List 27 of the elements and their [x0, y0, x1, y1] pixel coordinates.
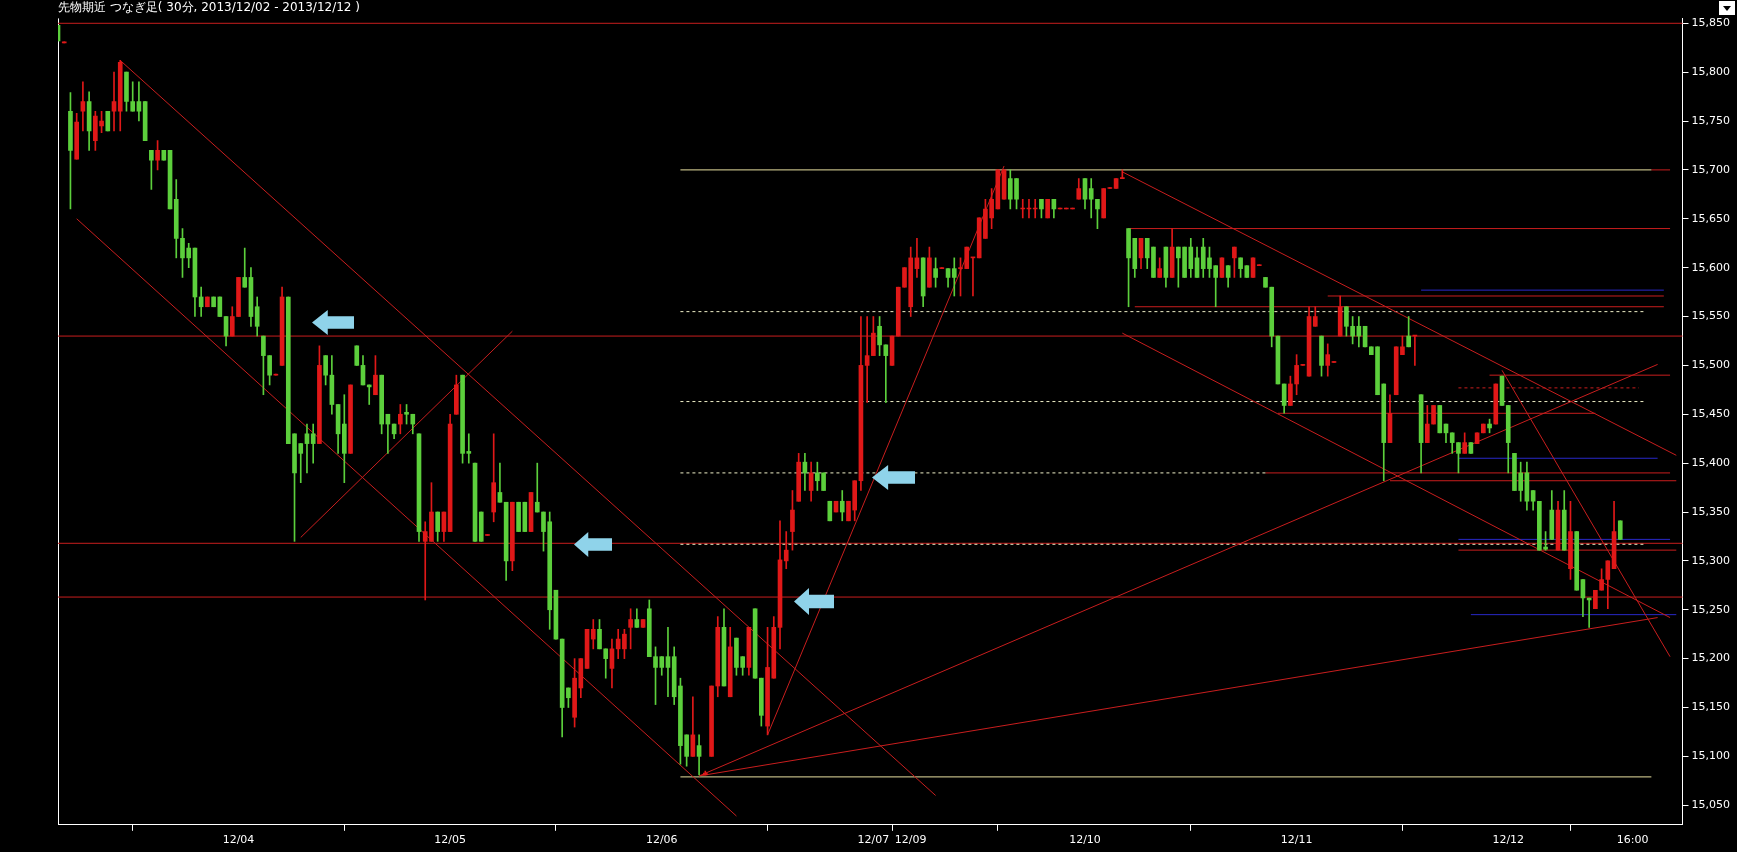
x-tick-label: 12/09 — [894, 833, 927, 847]
y-tick-label: 15,600 — [1691, 260, 1731, 274]
y-tick-label: 15,750 — [1691, 113, 1731, 127]
x-tick-label: 12/07 — [857, 833, 890, 847]
x-tick-label: 12/11 — [1280, 833, 1313, 847]
x-tick-label: 12/04 — [222, 833, 255, 847]
y-tick-label: 15,500 — [1691, 358, 1731, 372]
y-tick-label: 15,200 — [1691, 651, 1731, 665]
y-tick-label: 15,850 — [1691, 16, 1731, 30]
y-tick-label: 15,650 — [1691, 211, 1731, 225]
y-tick-label: 15,250 — [1691, 602, 1731, 616]
y-tick-label: 15,400 — [1691, 456, 1731, 469]
y-tick-label: 15,550 — [1691, 309, 1731, 323]
chart-title: 先物期近 つなぎ足( 30分, 2013/12/02 - 2013/12/12 ) — [58, 0, 360, 15]
y-tick-label: 15,800 — [1691, 65, 1731, 79]
y-tick-label: 15,050 — [1691, 798, 1731, 812]
x-tick-label: 12/12 — [1492, 833, 1525, 847]
y-tick-label: 15,150 — [1691, 700, 1731, 714]
y-tick-label: 15,450 — [1691, 407, 1731, 421]
x-tick-label: 12/10 — [1069, 833, 1101, 847]
x-tick-label: 16:00 — [1616, 833, 1649, 847]
y-tick-label: 15,100 — [1691, 749, 1731, 763]
x-tick-label: 12/06 — [645, 833, 678, 847]
x-tick-label: 12/05 — [434, 833, 466, 847]
y-tick-label: 15,300 — [1691, 553, 1731, 567]
y-tick-label: 15,350 — [1691, 504, 1731, 518]
y-tick-label: 15,700 — [1691, 162, 1731, 176]
